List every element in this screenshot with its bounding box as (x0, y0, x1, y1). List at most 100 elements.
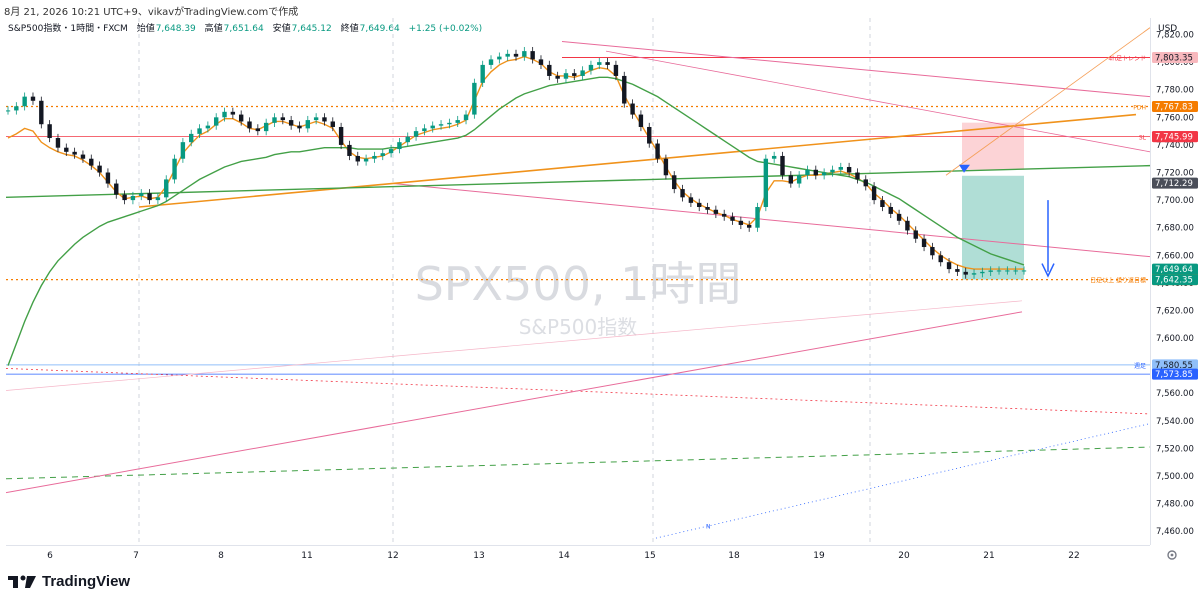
candle-body (5, 110, 11, 112)
price-axis[interactable]: 7,820.00 7,800.00 7,780.00 7,760.00 7,740.00… (1150, 18, 1200, 545)
price-tick-label: 7,760.00 (1156, 113, 1194, 123)
candle-body (189, 133, 194, 143)
candle-body (380, 153, 385, 156)
symbol-title[interactable]: S&P500指数・1時間・FXCM (8, 24, 128, 34)
level-label: PDH (1133, 105, 1146, 112)
price-tag-badge (1152, 274, 1198, 286)
watermark-subtitle: S&P500指数 (519, 315, 638, 339)
candle-body (555, 75, 560, 79)
candle-body (180, 142, 186, 159)
candle-body (547, 64, 552, 76)
candle-body (422, 128, 427, 132)
brand-name: TradingView (42, 572, 131, 590)
price-tick-label: 7,520.00 (1156, 444, 1194, 454)
candle-body (871, 186, 877, 201)
candle-body (263, 122, 269, 132)
candle-body (880, 200, 885, 208)
candle-body (705, 207, 710, 210)
tradingview-logo-icon (8, 575, 36, 588)
time-axis[interactable]: 6 7 8 11 12 13 14 15 18 19 20 21 22 (6, 545, 1150, 564)
candle-body (14, 106, 19, 111)
candle-body (105, 172, 111, 184)
price-tag-badge (1152, 101, 1198, 113)
take-profit-zone (962, 175, 1024, 280)
candle-body (505, 53, 510, 57)
candle-body (680, 189, 685, 198)
chart-plot-area[interactable]: SPX500, 1時間 S&P500指数 N 4h足トレンド PDH SL 日足以上 揉… (5, 18, 1151, 545)
candle-body (89, 158, 94, 166)
time-tick-label: 13 (473, 551, 484, 561)
time-axis-svg[interactable]: 6 7 8 11 12 13 14 15 18 19 20 21 22 (6, 546, 1150, 564)
symbol-legend: S&P500指数・1時間・FXCM 始値7,648.39 高値7,651.64 … (8, 21, 482, 34)
candle-body (697, 202, 702, 208)
price-tag-value: 7,803.35 (1155, 54, 1193, 64)
candle-body (1005, 270, 1010, 272)
candle-body (622, 75, 627, 104)
orange-trendline (138, 113, 1137, 208)
price-tick-label: 7,460.00 (1156, 527, 1194, 537)
candle-body (513, 53, 519, 57)
candle-body (755, 207, 760, 228)
candle-body (930, 247, 935, 256)
candle-body (946, 262, 952, 270)
watermark-title: SPX500, 1時間 (415, 257, 742, 311)
candle-body (921, 238, 927, 248)
candle-body (355, 155, 360, 162)
open-label: 始値 (136, 24, 155, 34)
moving-averages-layer (7, 55, 1025, 366)
price-tick-label: 7,720.00 (1156, 169, 1194, 179)
candle-body (805, 169, 810, 176)
candle-body (721, 213, 727, 217)
candle-body (647, 126, 652, 144)
price-tag-value: 7,580.55 (1155, 361, 1193, 371)
price-tick-label: 7,780.00 (1156, 86, 1194, 96)
candle-body (605, 62, 610, 65)
candle-body (730, 216, 735, 221)
price-axis-svg[interactable]: 7,820.00 7,800.00 7,780.00 7,760.00 7,740.00… (1150, 18, 1200, 545)
moving-average-2 (7, 76, 1025, 366)
candle-body (438, 124, 444, 126)
candle-body (197, 128, 202, 134)
close-label: 終値 (340, 24, 359, 34)
settings-gear-icon[interactable] (1164, 548, 1180, 562)
candle-body (796, 175, 802, 184)
candle-body (413, 131, 419, 137)
green-trendline (5, 164, 1151, 199)
price-tick-label: 7,740.00 (1156, 141, 1194, 151)
green-dashed-line (5, 446, 1151, 480)
price-tag-badge (1152, 368, 1198, 380)
pink-long-ma (5, 311, 1023, 494)
candle-body (497, 56, 502, 60)
price-tick-label: 7,620.00 (1156, 306, 1194, 316)
candle-body (114, 183, 119, 195)
red-dotted-line (5, 368, 1151, 415)
candle-body (838, 166, 843, 170)
forecast-arrow-head-icon (1041, 263, 1055, 278)
candle-body (347, 144, 352, 156)
candle-body (771, 155, 777, 159)
price-tag-value: 7,767.83 (1155, 103, 1193, 113)
candle-body (896, 213, 902, 221)
candle-body (47, 124, 52, 139)
candle-body (372, 155, 377, 159)
moving-average-1 (7, 55, 1024, 270)
candle-body (55, 138, 61, 148)
chart-svg[interactable]: SPX500, 1時間 S&P500指数 N 4h足トレンド PDH SL 日足以上 揉… (5, 18, 1151, 545)
candle-body (488, 59, 494, 65)
currency-label: USD (1158, 24, 1178, 34)
candle-body (255, 128, 261, 132)
candle-body (363, 158, 369, 162)
high-value: 7,651.64 (223, 24, 264, 34)
candle-body (238, 114, 244, 122)
candle-body (22, 96, 27, 107)
candle-body (172, 158, 177, 180)
high-label: 高値 (204, 24, 223, 34)
blue-dotted-line (655, 423, 1151, 539)
candle-body (863, 179, 868, 187)
time-tick-label: 21 (983, 551, 994, 561)
level-label: 4h足トレンド (1108, 56, 1146, 63)
candle-body (155, 197, 161, 201)
candle-body (572, 73, 577, 76)
price-tick-label: 7,820.00 (1156, 31, 1194, 41)
